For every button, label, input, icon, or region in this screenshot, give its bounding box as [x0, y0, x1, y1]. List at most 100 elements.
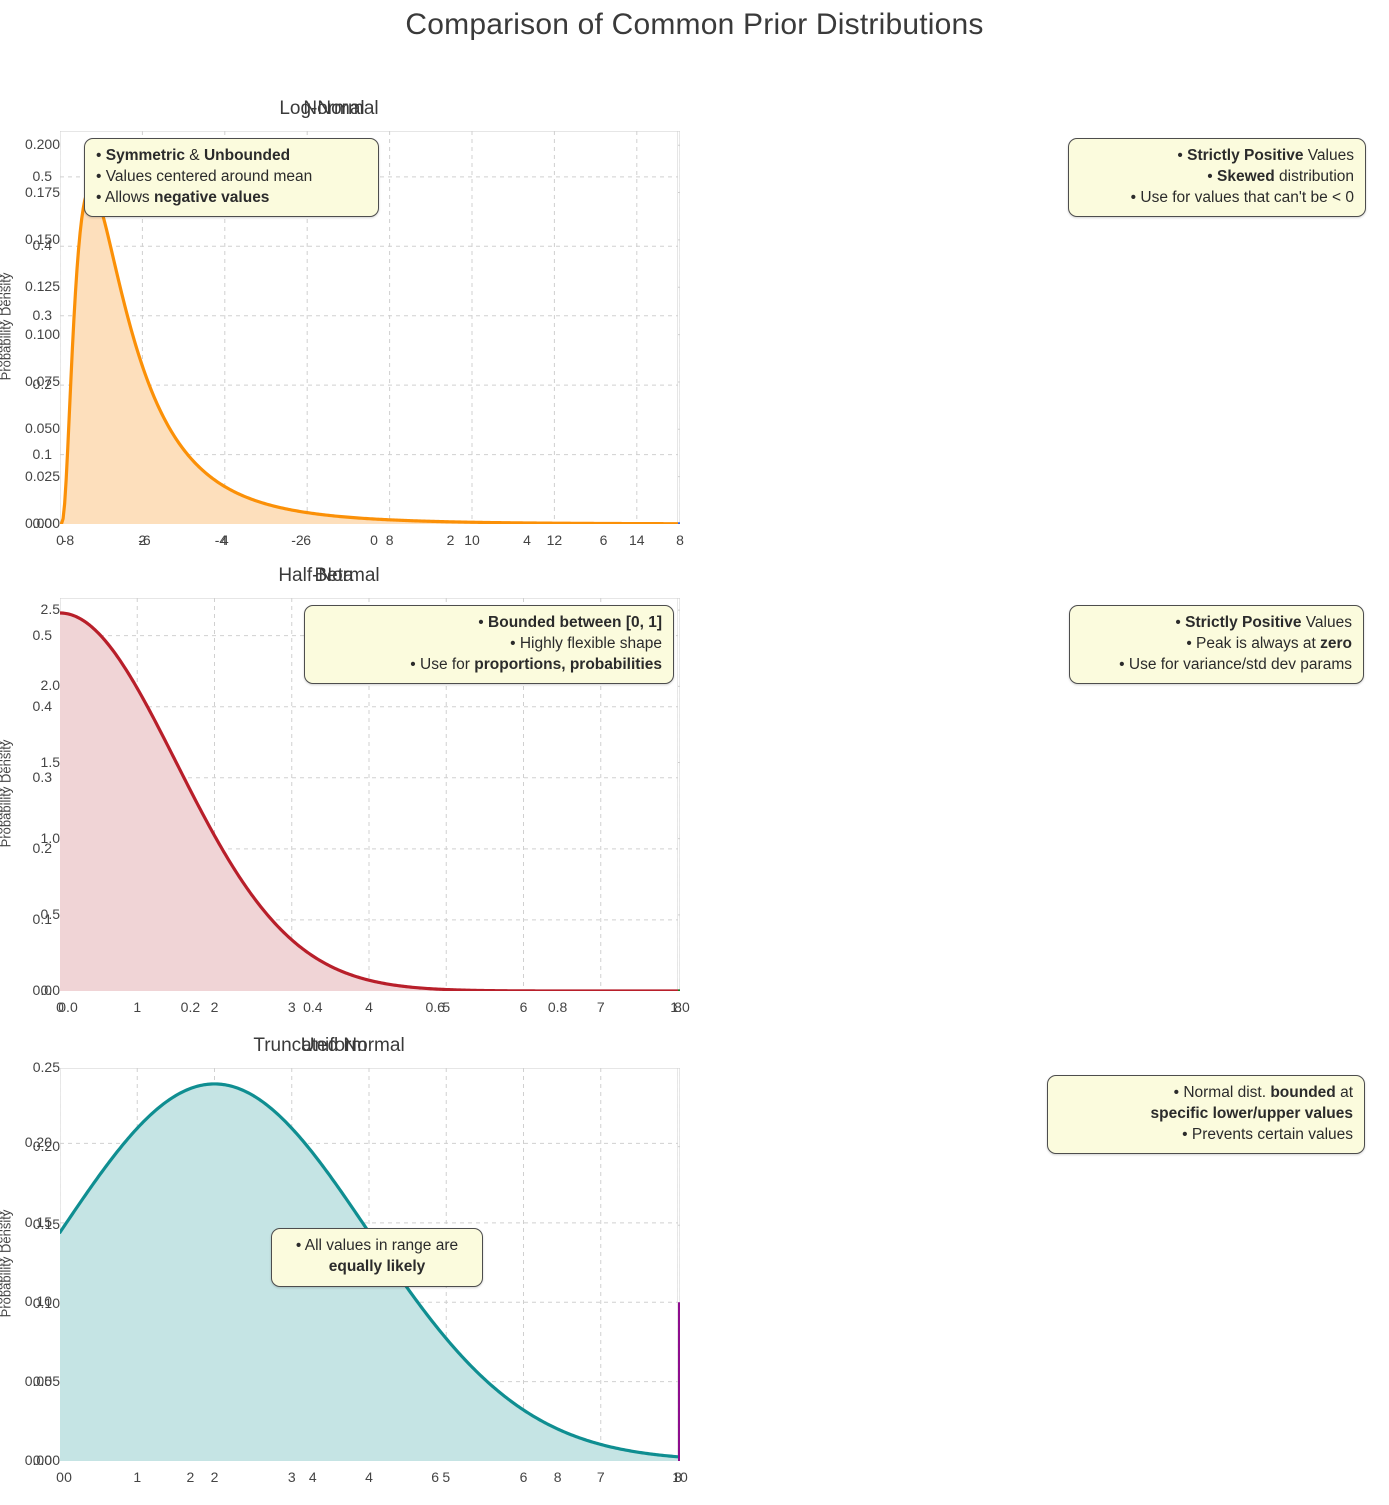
- x-tick-label: 0: [370, 532, 378, 548]
- annotation-box: • Strictly Positive Values • Skewed distr…: [1068, 138, 1366, 218]
- y-tick-label: 2.0: [40, 677, 60, 694]
- annotation-line: specific lower/upper values: [1150, 1104, 1353, 1122]
- x-tick-label: 14: [629, 532, 645, 548]
- x-tick-label: 8: [676, 532, 684, 548]
- annotation-line: • All values in range are: [295, 1237, 459, 1254]
- x-tick-label: 0.2: [180, 999, 201, 1015]
- distribution-fill: [60, 612, 678, 991]
- x-tick-label: 0.0: [58, 999, 78, 1015]
- y-tick-label: 0.20: [24, 1134, 52, 1151]
- x-tick-label: -8: [61, 532, 75, 548]
- x-tick-label: 2: [210, 999, 219, 1015]
- annotation-line: • Values centered around mean: [96, 167, 313, 185]
- y-tick-label: 0.05: [32, 1373, 60, 1390]
- annotation-line: • Use for variance/std dev params: [1119, 655, 1352, 673]
- annotation-line: • Symmetric & Unbounded: [96, 147, 291, 164]
- y-tick-label: 1.5: [40, 753, 60, 770]
- y-tick-label: 0.20: [32, 1137, 60, 1154]
- subplot-title: Beta: [314, 565, 354, 586]
- y-tick-label: 0.4: [32, 697, 52, 714]
- x-tick-label: 4: [523, 532, 531, 548]
- x-tick-label: 0: [56, 532, 64, 548]
- y-tick-label: 0.4: [32, 237, 52, 254]
- x-tick-label: 0.4: [303, 999, 323, 1015]
- x-tick-label: 8: [674, 999, 682, 1015]
- annotation-line: • Bounded between [0, 1]: [478, 614, 662, 631]
- y-tick-label: 0.125: [24, 278, 60, 295]
- y-tick-label: 0.050: [24, 420, 60, 437]
- x-tick-label: 0: [64, 1469, 72, 1485]
- distribution-curve: [60, 611, 678, 991]
- y-tick-label: 0.05: [24, 1372, 52, 1389]
- annotation-line: • Strictly Positive Values: [1177, 147, 1354, 164]
- x-tick-label: 12: [546, 532, 563, 548]
- y-tick-label: 0.5: [40, 905, 60, 922]
- y-tick-label: 2.5: [40, 601, 60, 618]
- annotation-line: • Skewed distribution: [1207, 167, 1354, 185]
- x-tick-label: 6: [599, 532, 608, 548]
- x-tick-label: 6: [303, 532, 312, 548]
- x-tick-label: 3: [287, 999, 296, 1015]
- annotation-line: equally likely: [328, 1257, 426, 1275]
- x-tick-label: 3: [287, 1469, 296, 1485]
- x-tick-label: 8: [553, 1469, 562, 1485]
- subplot-title: Log-Normal: [279, 98, 379, 119]
- y-tick-label: 0.15: [32, 1216, 60, 1233]
- x-tick-label: 7: [596, 999, 605, 1015]
- y-tick-label: 0.1: [32, 445, 52, 462]
- annotation-line: • Use for proportions, probabilities: [410, 655, 662, 673]
- x-tick-label: 2: [446, 532, 455, 548]
- x-tick-label: 2: [186, 1469, 195, 1485]
- annotation-box: • All values in range are equally likely: [271, 1228, 483, 1287]
- y-tick-label: 0.00: [32, 1452, 60, 1468]
- x-tick-label: 1.0: [670, 999, 690, 1015]
- annotation-box: • Strictly Positive Values • Peak is alwa…: [1069, 605, 1364, 685]
- subplot-title: Truncated Normal: [253, 1035, 405, 1056]
- x-tick-label: 0.6: [425, 999, 445, 1015]
- x-tick-label: 0: [56, 999, 64, 1015]
- x-tick-label: 4: [365, 1469, 373, 1485]
- figure-title: Comparison of Common Prior Distributions: [405, 8, 984, 41]
- annotation-line: • Allows negative values: [96, 188, 270, 206]
- y-tick-label: 0.00: [24, 1452, 52, 1468]
- y-tick-label: 0.10: [32, 1294, 60, 1311]
- distribution-fill: [60, 187, 678, 524]
- x-tick-label: 4: [220, 532, 229, 548]
- y-axis-label: Probability Density: [0, 272, 6, 380]
- x-tick-label: 2: [210, 1469, 219, 1485]
- y-tick-label: 0.5: [32, 167, 52, 184]
- subplot-title: Uniform: [300, 1035, 368, 1056]
- x-tick-label: 6: [519, 999, 528, 1015]
- y-tick-label: 0.0: [40, 982, 60, 998]
- x-tick-label: 2: [138, 532, 147, 548]
- y-tick-label: 0.1: [32, 910, 52, 927]
- x-tick-label: 6: [431, 1469, 440, 1485]
- x-tick-label: 0: [56, 1469, 64, 1485]
- annotation-line: • Highly flexible shape: [510, 634, 662, 652]
- y-tick-label: 0.0: [32, 515, 52, 531]
- y-tick-label: 0.200: [24, 136, 60, 153]
- annotation-line: • Peak is always at zero: [1186, 634, 1352, 652]
- x-tick-label: 1: [133, 1469, 142, 1485]
- y-tick-label: 0.025: [24, 467, 60, 484]
- annotation-box: • Normal dist. bounded at specific lower/…: [1047, 1075, 1365, 1155]
- annotation-box: • Symmetric & Unbounded • Values centered…: [84, 138, 379, 218]
- y-tick-label: 0.175: [24, 183, 60, 200]
- x-tick-label: 5: [442, 999, 451, 1015]
- annotation-line: • Normal dist. bounded at: [1173, 1084, 1353, 1101]
- y-tick-label: 0.2: [32, 376, 52, 393]
- y-tick-label: 0.3: [32, 768, 52, 785]
- x-tick-label: 8: [674, 1469, 682, 1485]
- annotation-line: • Use for values that can't be < 0: [1130, 188, 1354, 206]
- y-tick-label: 0.3: [32, 306, 52, 323]
- y-tick-label: 0.100: [24, 325, 60, 342]
- x-tick-label: 5: [442, 1469, 451, 1485]
- x-tick-label: 4: [308, 1469, 317, 1485]
- subplot-title: Half-Normal: [278, 565, 380, 586]
- x-tick-label: 1: [133, 999, 142, 1015]
- annotation-line: • Strictly Positive Values: [1175, 614, 1352, 631]
- x-tick-label: 8: [385, 532, 394, 548]
- annotation-box: • Bounded between [0, 1] • Highly flexibl…: [304, 605, 674, 685]
- x-tick-label: 10: [672, 1469, 688, 1485]
